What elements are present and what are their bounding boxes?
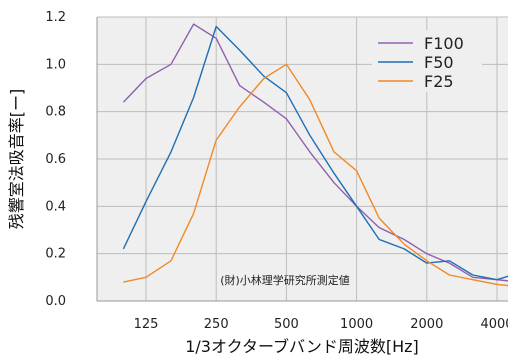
y-axis-title: 残響室法吸音率[ー] [7,89,26,230]
y-tick-label: 0.8 [45,105,66,120]
series-lines [122,23,508,287]
x-tick-label: 250 [204,317,229,332]
x-tick-label: 2000 [410,317,443,332]
annotation-label: (財)小林理学研究所測定値 [220,273,350,287]
x-tick-labels: 125 250 500 1000 2000 4000 [134,317,508,332]
legend-label-f50: F50 [424,53,454,72]
y-tick-label: 0.6 [45,152,66,167]
y-tick-label: 0.0 [45,294,66,309]
legend-label-f25: F25 [424,72,454,91]
y-tick-label: 1.2 [45,10,66,25]
y-tick-label: 0.4 [45,199,66,214]
x-tick-label: 4000 [480,317,508,332]
legend-label-f100: F100 [424,34,464,53]
y-tick-label: 1.0 [45,57,66,72]
x-tick-label: 125 [134,317,159,332]
series-line-f25 [123,63,508,287]
x-tick-label: 1000 [340,317,373,332]
series-line-f100 [122,23,508,282]
y-tick-labels: 0.0 0.2 0.4 0.6 0.8 1.0 1.2 [45,10,66,309]
series-line-f50 [122,25,508,281]
y-tick-label: 0.2 [45,247,66,262]
x-tick-label: 500 [274,317,299,332]
x-axis-title: 1/3オクターブバンド周波数[Hz] [185,337,419,356]
